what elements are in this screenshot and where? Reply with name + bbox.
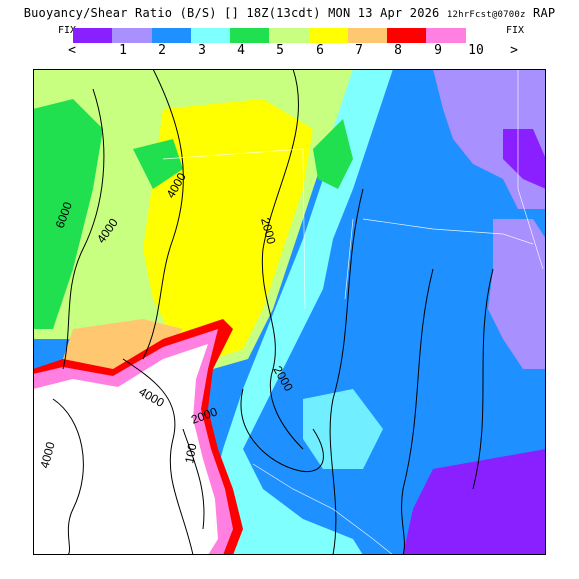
map-panel: 6000 4000 4000 2000 2000 4000 2000 4000 … <box>33 69 546 555</box>
color-legend <box>73 28 505 43</box>
contour-line <box>142 69 184 360</box>
legend-swatch-1 <box>112 28 152 43</box>
green-small <box>133 139 183 189</box>
legend-swatch-6 <box>308 28 348 43</box>
tick-1: 1 <box>119 43 127 58</box>
white-region <box>33 344 218 555</box>
purple-region-e <box>488 219 546 369</box>
border-line <box>517 69 544 270</box>
border-line <box>252 463 394 555</box>
legend-swatch-4 <box>230 28 270 43</box>
title-main: Buoyancy/Shear Ratio (B/S) [] 18Z(13cdt)… <box>23 6 440 20</box>
contour-line <box>240 388 324 473</box>
title-forecast: 12hrFcst@0700z <box>446 10 526 20</box>
map-title: Buoyancy/Shear Ratio (B/S) [] 18Z(13cdt)… <box>0 6 579 20</box>
legend-swatch-7 <box>347 28 388 43</box>
purple-dark-ne <box>503 129 546 189</box>
map-frame <box>33 69 546 555</box>
legend-swatch-10 <box>465 28 505 43</box>
contour-line <box>62 88 105 370</box>
tick-8: 8 <box>394 43 402 58</box>
contour-label: 4000 <box>37 440 58 470</box>
border-line <box>362 218 534 245</box>
field-shading <box>33 69 546 555</box>
legend-swatch-8 <box>387 28 427 43</box>
tick-6: 6 <box>316 43 324 58</box>
cyan-band <box>208 69 393 555</box>
tick-5: 5 <box>276 43 284 58</box>
legend-swatch-5 <box>269 28 309 43</box>
legend-swatch-9 <box>426 28 466 43</box>
legend-swatch-0 <box>73 28 113 43</box>
title-model: RAP <box>533 6 556 20</box>
border-line <box>162 148 306 310</box>
border-line <box>344 218 354 300</box>
contour-label: 100 <box>182 442 199 464</box>
green-center <box>313 119 353 189</box>
contour-line <box>122 358 194 555</box>
tick-4: 4 <box>237 43 245 58</box>
tick-2: 2 <box>158 43 166 58</box>
tick-lt: < <box>68 43 76 58</box>
legend-swatch-3 <box>190 28 231 43</box>
tick-9: 9 <box>434 43 442 58</box>
yellow-region <box>143 99 313 359</box>
contour-line <box>401 268 434 555</box>
tick-7: 7 <box>355 43 363 58</box>
fix-right-label: FIX <box>506 25 525 36</box>
contour-line <box>329 188 364 555</box>
tick-10: 10 <box>468 43 484 58</box>
tick-gt: > <box>510 43 518 58</box>
contour-line <box>182 428 205 530</box>
contour-label: 2000 <box>258 216 279 246</box>
legend-swatch-2 <box>151 28 191 43</box>
contour-line <box>52 398 84 555</box>
state-borders <box>162 69 544 555</box>
fix-left-label: FIX <box>58 25 77 36</box>
contour-line <box>472 268 494 490</box>
contour-line <box>261 69 304 450</box>
contours <box>52 69 494 555</box>
purple-dark-se <box>443 479 546 555</box>
tick-3: 3 <box>198 43 206 58</box>
legend-ticks: < 1 2 3 4 5 6 7 8 9 10 > <box>58 43 528 59</box>
green-north <box>33 99 103 329</box>
